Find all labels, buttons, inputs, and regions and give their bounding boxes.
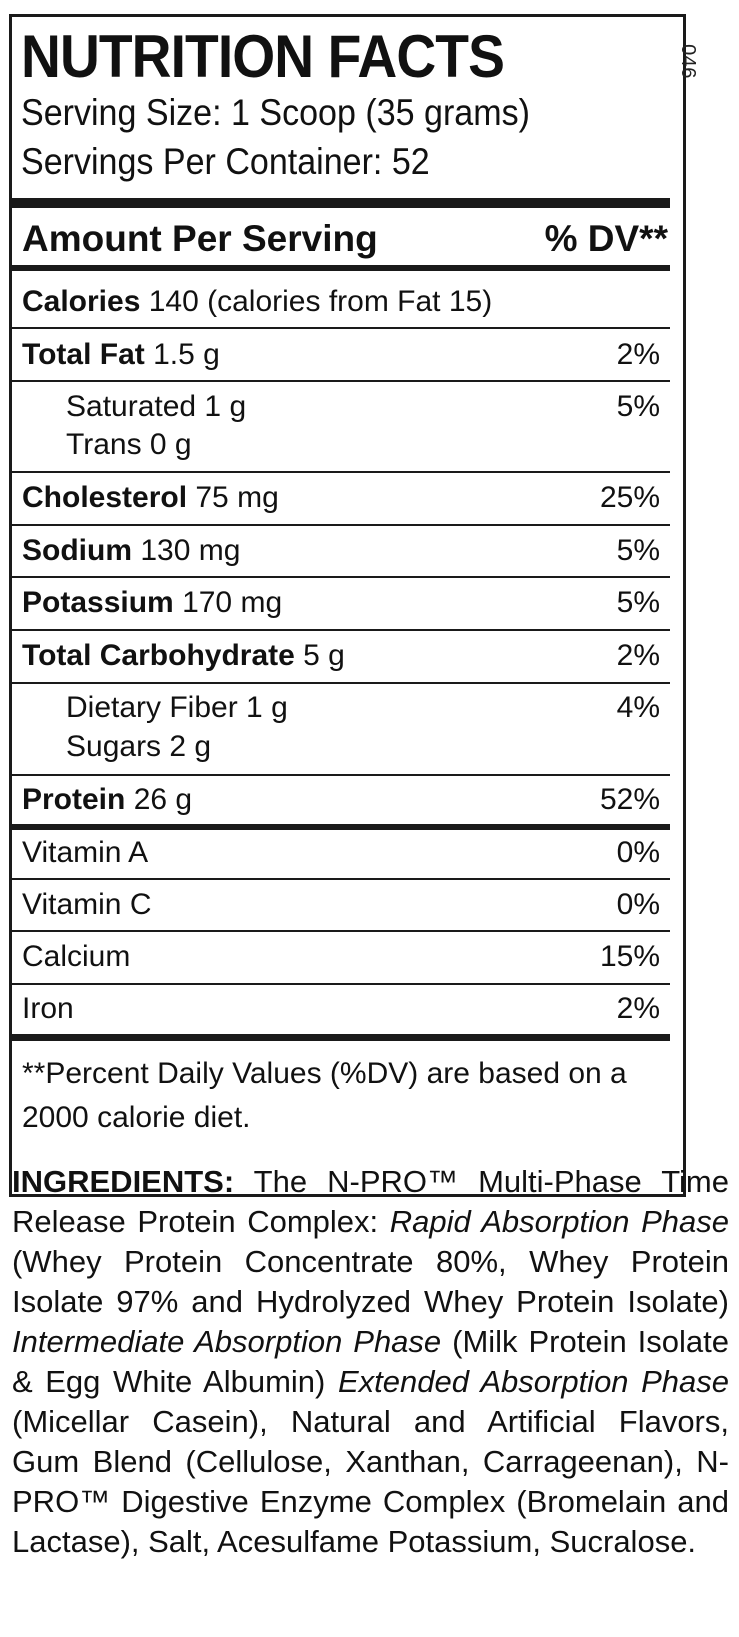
ingredients-text: (Micellar Casein), Natural and Artificia… bbox=[12, 1404, 729, 1559]
nutrient-amount: 130 mg bbox=[140, 534, 241, 567]
nutrient-name: Saturated 1 g bbox=[66, 390, 247, 423]
nutrient-name: Cholesterol bbox=[22, 481, 188, 514]
nutrient-name: Vitamin A bbox=[22, 836, 149, 869]
ingredients-paragraph: INGREDIENTS: The N-PRO™ Multi-Phase Time… bbox=[12, 1162, 729, 1562]
nutrient-name: Trans 0 g bbox=[66, 428, 192, 461]
nutrient-row-sodium: Sodium 130 mg 5% bbox=[12, 534, 670, 568]
nutrient-dv: 2% bbox=[616, 992, 660, 1025]
nutrient-name: Dietary Fiber 1 g bbox=[66, 691, 288, 724]
nutrient-dv: 2% bbox=[616, 338, 660, 371]
nutrient-dv: 4% bbox=[616, 691, 660, 724]
nutrient-name: Potassium bbox=[22, 586, 174, 619]
row-divider bbox=[12, 774, 670, 776]
nutrient-dv: 0% bbox=[616, 836, 660, 869]
nutrient-row-saturated: Saturated 1 g 5% bbox=[12, 390, 670, 424]
nutrient-row-vitamin-a: Vitamin A 0% bbox=[12, 836, 670, 870]
nutrient-row-potassium: Potassium 170 mg 5% bbox=[12, 586, 670, 620]
amount-per-serving-heading: Amount Per Serving bbox=[22, 218, 378, 259]
nutrient-row-calories: Calories 140 (calories from Fat 15) bbox=[12, 285, 670, 319]
ingredients-text: (Milk Protein Isolate & Egg White Albumi… bbox=[12, 1324, 729, 1399]
medium-divider bbox=[12, 265, 670, 271]
nutrient-dv: 52% bbox=[599, 783, 660, 816]
label-title: NUTRITION FACTS bbox=[21, 23, 505, 90]
serving-size: Serving Size: 1 Scoop (35 grams) bbox=[21, 92, 530, 133]
row-divider bbox=[12, 878, 670, 880]
nutrient-dv: 15% bbox=[599, 940, 660, 973]
nutrient-dv: 5% bbox=[616, 586, 660, 619]
column-header: Amount Per Serving % DV** bbox=[22, 218, 668, 260]
medium-divider bbox=[12, 1034, 670, 1041]
nutrient-name: Calories bbox=[22, 285, 141, 318]
nutrient-amount: 140 (calories from Fat 15) bbox=[148, 285, 493, 318]
nutrient-row-vitamin-c: Vitamin C 0% bbox=[12, 888, 670, 922]
row-divider bbox=[12, 380, 670, 382]
lot-code: 046 bbox=[676, 44, 699, 79]
ingredients-text: The N-PRO™ Multi-Phase Time Release Prot… bbox=[12, 1164, 729, 1239]
nutrient-name: Calcium bbox=[22, 940, 131, 973]
nutrient-dv: 0% bbox=[616, 888, 660, 921]
dv-footnote: **Percent Daily Values (%DV) are based o… bbox=[22, 1057, 627, 1134]
nutrient-dv: 5% bbox=[616, 534, 660, 567]
nutrient-name: Protein bbox=[22, 783, 126, 816]
nutrient-row-iron: Iron 2% bbox=[12, 992, 670, 1026]
row-divider bbox=[12, 327, 670, 329]
nutrient-row-cholesterol: Cholesterol 75 mg 25% bbox=[12, 481, 670, 515]
nutrient-name: Sodium bbox=[22, 534, 132, 567]
nutrient-row-calcium: Calcium 15% bbox=[12, 940, 670, 974]
nutrient-row-trans: Trans 0 g bbox=[12, 428, 670, 462]
row-divider bbox=[12, 983, 670, 985]
nutrient-row-total-fat: Total Fat 1.5 g 2% bbox=[12, 338, 670, 372]
dv-heading: % DV** bbox=[544, 218, 668, 259]
ingredients-heading: INGREDIENTS: bbox=[12, 1164, 235, 1199]
nutrient-row-fiber: Dietary Fiber 1 g 4% bbox=[12, 691, 670, 725]
nutrient-row-protein: Protein 26 g 52% bbox=[12, 783, 670, 817]
ingredients-text: (Whey Protein Concentrate 80%, Whey Prot… bbox=[12, 1244, 729, 1319]
row-divider bbox=[12, 682, 670, 684]
nutrition-facts-panel bbox=[9, 14, 686, 1197]
nutrient-name: Total Fat bbox=[22, 338, 145, 371]
nutrient-name: Vitamin C bbox=[22, 888, 152, 921]
ingredients-phase: Intermediate Absorption Phase bbox=[12, 1324, 442, 1359]
row-divider bbox=[12, 576, 670, 578]
servings-per-container: Servings Per Container: 52 bbox=[21, 141, 430, 182]
ingredients-phase: Rapid Absorption Phase bbox=[389, 1204, 729, 1239]
row-divider bbox=[12, 524, 670, 526]
row-divider bbox=[12, 471, 670, 473]
nutrient-name: Sugars 2 g bbox=[66, 730, 212, 763]
thick-divider bbox=[12, 198, 670, 208]
nutrient-amount: 26 g bbox=[133, 783, 193, 816]
nutrient-dv: 5% bbox=[616, 390, 660, 423]
nutrient-row-sugars: Sugars 2 g bbox=[12, 730, 670, 764]
nutrient-name: Iron bbox=[22, 992, 74, 1025]
medium-divider bbox=[12, 824, 670, 830]
nutrient-row-carbohydrate: Total Carbohydrate 5 g 2% bbox=[12, 639, 670, 673]
nutrient-dv: 2% bbox=[616, 639, 660, 672]
nutrient-amount: 75 mg bbox=[195, 481, 279, 514]
nutrient-amount: 170 mg bbox=[182, 586, 283, 619]
nutrient-name: Total Carbohydrate bbox=[22, 639, 295, 672]
nutrient-dv: 25% bbox=[599, 481, 660, 514]
row-divider bbox=[12, 930, 670, 932]
ingredients-phase: Extended Absorption Phase bbox=[337, 1364, 730, 1399]
row-divider bbox=[12, 629, 670, 631]
nutrient-amount: 1.5 g bbox=[153, 338, 220, 371]
nutrient-amount: 5 g bbox=[303, 639, 345, 672]
